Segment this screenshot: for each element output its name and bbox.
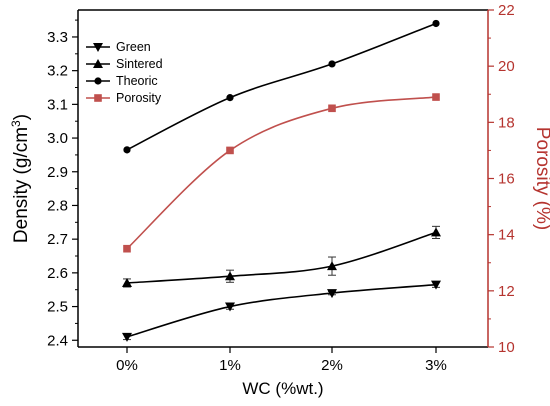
series-sintered-point — [225, 271, 235, 281]
legend-marker-theoric — [94, 77, 102, 85]
y-right-tick-label: 16 — [498, 171, 515, 188]
series-green-point — [225, 302, 235, 312]
series-theoric — [123, 19, 440, 154]
series-theoric-point — [328, 60, 336, 68]
x-axis-label: WC (%wt.) — [242, 379, 323, 398]
legend-marker-sintered — [93, 59, 103, 68]
y-left-tick-label: 2.4 — [47, 332, 68, 349]
x-axis: 0% 1% 2% 3% — [116, 347, 447, 374]
y-axis-left: 2.4 2.5 2.6 2.7 2.8 2.9 3.0 3.1 3.2 3.3 — [47, 19, 78, 349]
y-left-tick-label: 2.8 — [47, 197, 68, 214]
series-porosity-point — [328, 104, 336, 113]
y-left-tick-label: 2.6 — [47, 265, 68, 282]
series-porosity-point — [432, 93, 440, 101]
legend-label-sintered: Sintered — [116, 57, 163, 71]
y-left-tick-label: 2.5 — [47, 299, 68, 316]
series-porosity — [123, 93, 440, 253]
series-theoric-point — [226, 94, 234, 102]
x-tick-label: 1% — [219, 357, 241, 374]
legend: Green Sintered Theoric Porosity — [86, 40, 163, 105]
y-right-tick-label: 18 — [498, 114, 515, 131]
y-left-tick-label: 3.0 — [47, 130, 68, 147]
series-porosity-line — [126, 96, 437, 250]
x-tick-label: 0% — [116, 357, 138, 374]
y-right-tick-label: 10 — [498, 339, 515, 356]
legend-label-theoric: Theoric — [116, 74, 158, 88]
series-green-point — [122, 332, 132, 342]
series-green-line — [126, 283, 437, 338]
y-left-tick-label: 2.9 — [47, 164, 68, 181]
x-tick-label: 3% — [425, 357, 447, 374]
y-right-tick-label: 22 — [498, 2, 515, 19]
series-theoric-point — [432, 19, 440, 28]
series-sintered-point — [327, 261, 337, 271]
series-sintered-line — [126, 231, 437, 284]
legend-marker-green — [93, 43, 103, 52]
series-theoric-line — [126, 22, 437, 151]
series-green — [122, 280, 441, 342]
y-right-tick-label: 20 — [498, 58, 515, 75]
series-green-point — [431, 280, 441, 290]
series-green-point — [327, 289, 337, 299]
legend-marker-porosity — [94, 94, 102, 102]
y-right-tick-label: 14 — [498, 227, 515, 244]
series-theoric-point — [123, 146, 131, 154]
y-left-tick-label: 2.7 — [47, 231, 68, 248]
y-left-tick-label: 3.3 — [47, 29, 68, 46]
y-axis-right: 10 12 14 16 18 20 22 — [488, 2, 515, 356]
series-layer — [122, 19, 441, 342]
legend-label-green: Green — [116, 40, 151, 54]
series-sintered — [122, 225, 441, 288]
y-right-tick-label: 12 — [498, 283, 515, 300]
legend-label-porosity: Porosity — [116, 91, 162, 105]
series-porosity-point — [226, 146, 234, 155]
y-left-tick-label: 3.1 — [47, 96, 68, 113]
x-tick-label: 2% — [321, 357, 343, 374]
series-sintered-point — [431, 227, 441, 237]
series-sintered-point — [122, 277, 132, 287]
y-left-tick-label: 3.2 — [47, 63, 68, 80]
y-axis-right-label: Porosity (%) — [532, 127, 550, 230]
series-porosity-point — [123, 244, 131, 253]
y-axis-left-label: Density (g/cm3) — [9, 114, 32, 243]
